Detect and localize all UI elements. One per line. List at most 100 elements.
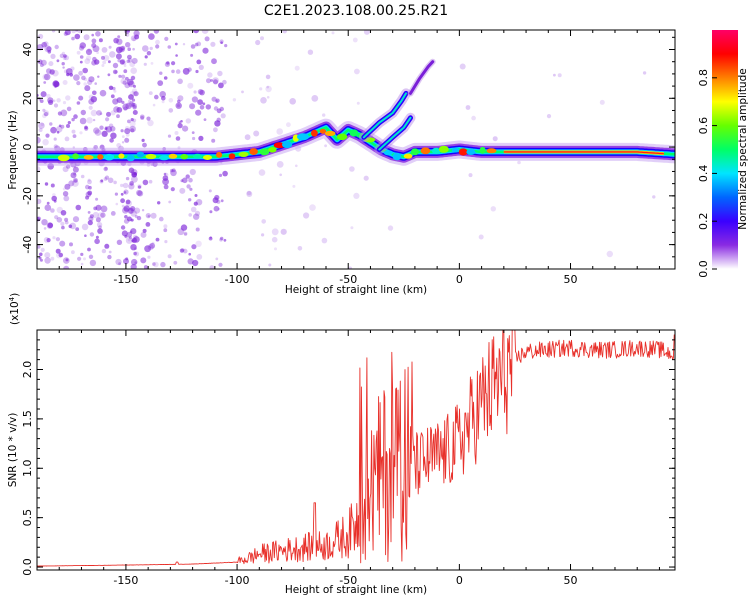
- noise-speck: [478, 234, 484, 240]
- ridge-blob: [319, 128, 327, 134]
- noise-speck: [154, 94, 159, 100]
- noise-speck: [363, 175, 369, 181]
- snr-y-axis-label: SNR (10 * v/v): [7, 413, 19, 488]
- noise-speck: [198, 64, 204, 70]
- noise-speck: [62, 56, 67, 60]
- noise-speck: [101, 55, 105, 60]
- noise-speck: [211, 138, 216, 143]
- colorbar-ticks: 0.0 0.2 0.4 0.6 0.8: [697, 69, 717, 278]
- noise-speck: [187, 82, 194, 89]
- noise-speck: [116, 239, 123, 245]
- noise-speck: [50, 208, 55, 213]
- noise-speck: [182, 67, 190, 75]
- noise-speck: [196, 254, 203, 260]
- noise-speck: [210, 79, 213, 82]
- noise-speck: [141, 209, 145, 212]
- noise-speck: [180, 120, 183, 123]
- noise-speck: [652, 195, 656, 199]
- noise-speck: [193, 201, 198, 206]
- noise-speck: [41, 41, 47, 48]
- noise-speck: [120, 225, 126, 230]
- noise-speck: [104, 243, 110, 249]
- ridge-blob: [273, 142, 285, 149]
- noise-speck: [124, 128, 131, 135]
- noise-speck: [120, 78, 127, 85]
- noise-speck: [606, 250, 613, 258]
- noise-speck: [155, 44, 160, 49]
- x-tick-label: 50: [564, 574, 578, 587]
- noise-speck: [66, 106, 72, 112]
- ridge-blob: [228, 153, 236, 160]
- ridge-blob: [97, 154, 104, 160]
- snr-panel: -150 -100 -50 0 50 0.0 0.5 1.0 1.5 2.0 Height of…: [7, 293, 676, 596]
- noise-speck: [125, 42, 131, 48]
- noise-speck: [195, 227, 200, 232]
- colorbar-label: Normalized spectral amplitude: [737, 68, 749, 229]
- noise-speck: [128, 167, 135, 174]
- noise-speck: [60, 210, 67, 216]
- noise-speck: [134, 261, 137, 265]
- noise-speck: [148, 179, 153, 184]
- noise-speck: [131, 88, 138, 94]
- noise-speck: [95, 217, 101, 223]
- noise-speck: [100, 212, 106, 218]
- noise-speck: [140, 231, 147, 238]
- noise-speck: [99, 89, 107, 97]
- noise-speck: [113, 37, 119, 44]
- noise-speck: [73, 74, 80, 81]
- noise-speck: [63, 54, 67, 58]
- noise-speck: [127, 47, 131, 51]
- noise-speck: [599, 99, 605, 105]
- noise-speck: [216, 199, 221, 204]
- ridge-blob: [466, 149, 476, 156]
- noise-speck: [196, 41, 202, 47]
- noise-speck: [49, 69, 55, 75]
- noise-speck: [84, 234, 87, 237]
- noise-speck: [56, 206, 63, 214]
- noise-speck: [261, 219, 267, 224]
- x-tick-label: 0: [456, 273, 463, 286]
- noise-speck: [163, 184, 169, 190]
- noise-speck: [71, 250, 75, 255]
- ridge-blob: [126, 154, 135, 162]
- noise-speck: [195, 69, 199, 74]
- noise-speck: [96, 110, 102, 116]
- noise-speck: [220, 113, 226, 119]
- noise-speck: [212, 77, 219, 84]
- noise-speck: [126, 54, 132, 60]
- x-tick-label: -150: [113, 574, 138, 587]
- noise-speck: [114, 192, 118, 196]
- noise-speck: [192, 136, 196, 141]
- noise-speck: [101, 130, 108, 137]
- ridge-blob: [451, 148, 460, 153]
- noise-speck: [64, 217, 69, 222]
- noise-speck: [130, 206, 136, 212]
- ridge-blob: [216, 151, 223, 158]
- noise-speck: [190, 206, 197, 213]
- noise-speck: [113, 180, 117, 185]
- noise-speck: [71, 180, 79, 187]
- noise-speck: [61, 51, 65, 56]
- noise-speck: [47, 50, 52, 54]
- noise-speck: [157, 80, 164, 86]
- snr-series-line: [37, 330, 675, 567]
- noise-speck: [546, 114, 552, 119]
- noise-speck: [100, 179, 104, 183]
- noise-speck: [80, 174, 85, 179]
- noise-speck: [133, 251, 137, 256]
- ridge-blob: [458, 148, 468, 156]
- noise-speck: [105, 126, 113, 133]
- noise-speck: [44, 45, 52, 53]
- noise-speck: [91, 43, 97, 48]
- noise-speck: [465, 105, 471, 110]
- noise-speck: [37, 166, 41, 173]
- noise-speck: [209, 265, 215, 269]
- noise-speck: [99, 112, 103, 115]
- ridge-blob: [479, 146, 486, 154]
- noise-speck: [118, 74, 122, 78]
- noise-speck: [74, 33, 81, 40]
- noise-speck: [118, 262, 121, 266]
- noise-speck: [151, 241, 155, 245]
- noise-speck: [134, 34, 140, 40]
